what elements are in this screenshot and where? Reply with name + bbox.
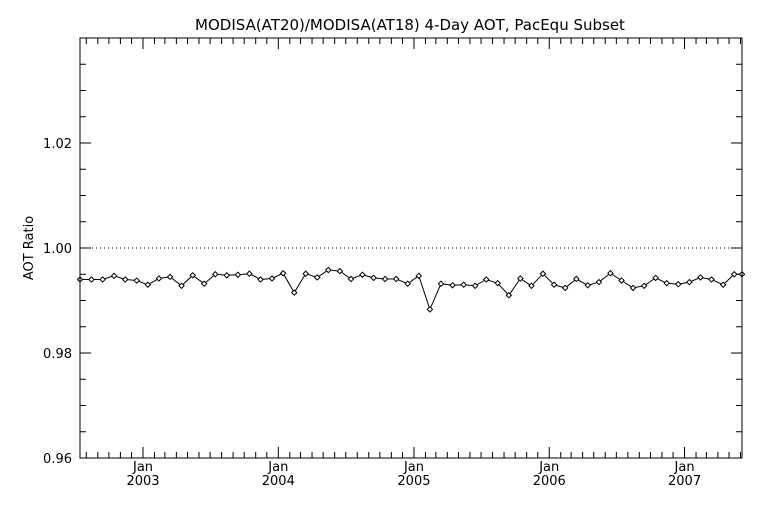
data-point — [392, 275, 400, 283]
y-tick-label: 0.98 — [43, 347, 72, 362]
data-point — [325, 266, 332, 274]
data-point — [121, 276, 129, 283]
data-point — [336, 267, 344, 275]
x-tick-year-label: 2005 — [397, 474, 430, 489]
data-point — [234, 271, 242, 279]
data-point — [595, 278, 603, 286]
data-point — [719, 281, 727, 289]
data-point — [370, 274, 377, 282]
data-point — [686, 278, 693, 286]
x-tick-year-label: 2004 — [262, 474, 295, 489]
data-point — [279, 269, 287, 277]
data-point — [697, 274, 704, 281]
y-axis-label: AOT Ratio — [22, 216, 37, 280]
data-point — [460, 281, 467, 289]
data-point — [539, 270, 547, 278]
data-point — [211, 270, 219, 278]
data-point — [381, 275, 389, 283]
data-point — [482, 276, 490, 283]
data-point — [517, 275, 524, 282]
data-point — [223, 271, 231, 279]
data-point — [166, 273, 174, 281]
data-point — [144, 281, 152, 289]
data-point — [618, 277, 625, 284]
x-tick-month-label: Jan — [132, 460, 153, 475]
data-point — [505, 291, 513, 299]
data-points — [76, 266, 746, 313]
plot-frame — [79, 37, 743, 459]
chart-title: MODISA(AT20)/MODISA(AT18) 4-Day AOT, Pac… — [195, 16, 625, 34]
data-point — [302, 270, 310, 278]
y-tick-label: 0.96 — [43, 452, 72, 467]
data-point — [415, 272, 423, 280]
data-point — [290, 289, 298, 296]
data-point — [99, 276, 106, 283]
x-tick-year-label: 2003 — [126, 474, 159, 489]
tick-labels: 0.960.981.001.02Jan2003Jan2004Jan2005Jan… — [43, 137, 701, 489]
data-point — [426, 306, 434, 313]
data-point — [640, 282, 648, 290]
data-point — [607, 269, 614, 277]
data-point — [708, 276, 715, 283]
data-point — [494, 279, 502, 287]
data-point — [584, 281, 592, 289]
data-point — [246, 270, 253, 278]
data-point — [629, 284, 637, 292]
data-point — [268, 275, 276, 282]
data-point — [155, 275, 163, 282]
y-tick-label: 1.02 — [43, 137, 72, 152]
x-tick-month-label: Jan — [403, 460, 424, 475]
data-point — [573, 275, 580, 283]
data-point — [200, 280, 208, 288]
x-tick-year-label: 2006 — [533, 474, 566, 489]
data-point — [561, 284, 569, 292]
data-point — [437, 280, 445, 288]
data-point — [449, 281, 456, 289]
x-tick-month-label: Jan — [674, 460, 695, 475]
data-point — [110, 272, 118, 280]
data-point — [347, 275, 355, 283]
data-point — [133, 277, 141, 284]
data-point — [359, 271, 366, 279]
data-point — [663, 279, 671, 287]
data-point — [257, 276, 264, 283]
series-line — [80, 269, 742, 311]
x-tick-month-label: Jan — [538, 460, 559, 475]
data-point — [674, 280, 682, 288]
data-point — [471, 282, 479, 290]
x-tick-year-label: 2007 — [668, 474, 701, 489]
data-point — [730, 270, 738, 278]
data-point — [528, 282, 535, 290]
data-point — [313, 274, 321, 281]
data-point — [88, 276, 95, 283]
data-point — [652, 274, 659, 282]
axis-ticks — [80, 37, 742, 459]
x-tick-month-label: Jan — [267, 460, 288, 475]
data-point — [189, 271, 196, 279]
data-point — [550, 281, 558, 289]
y-tick-label: 1.00 — [43, 242, 72, 257]
data-point — [404, 280, 411, 288]
data-point — [178, 282, 185, 290]
